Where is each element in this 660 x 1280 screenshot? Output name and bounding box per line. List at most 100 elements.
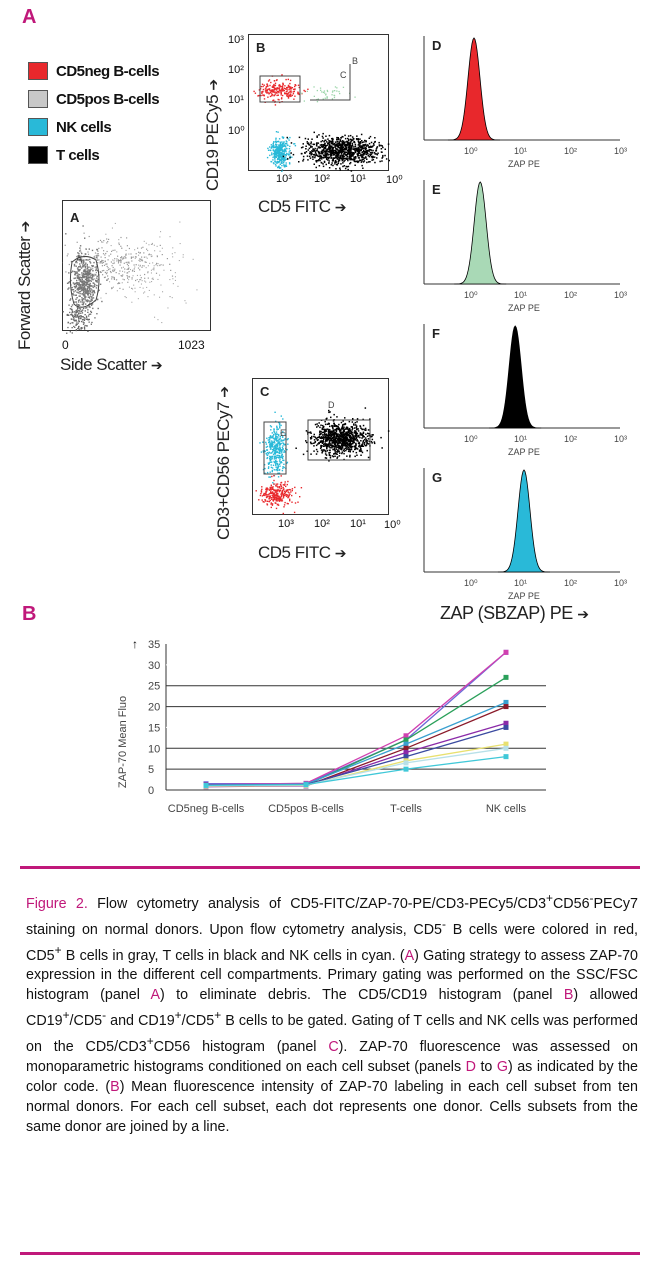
scatter-b-xlabel: CD5 FITC — [258, 197, 331, 216]
caption-text: ) Mean fluorescence intensity of ZAP-70 … — [26, 1078, 638, 1135]
chart-point — [403, 733, 409, 739]
scatter-c-xtick: 10¹ — [350, 518, 366, 530]
histogram-g: 10⁰ 10¹ 10² 10³ ZAP PE G — [423, 468, 627, 601]
legend-swatch-gray — [28, 90, 48, 108]
scatter-a-ylabel: Forward Scatter — [15, 236, 34, 350]
chart-point — [503, 699, 509, 705]
scatter-b-gate-b: B — [352, 56, 358, 66]
chart-x-tick: NK cells — [486, 803, 527, 815]
scatter-a-points — [62, 221, 198, 334]
legend-label: CD5neg B-cells — [56, 62, 160, 80]
legend-label: NK cells — [56, 118, 112, 136]
caption-sup: + — [62, 1008, 70, 1023]
caption-ref: B — [110, 1078, 120, 1095]
chart-y-arrow: ↑ — [132, 637, 138, 651]
histogram-xtick: 10² — [564, 290, 577, 300]
histogram-xtick: 10² — [564, 146, 577, 156]
panel-b-label: B — [22, 603, 37, 625]
histogram-xtick: 10¹ — [514, 434, 527, 444]
caption-text: /CD5 — [69, 1013, 103, 1030]
caption-sup: + — [54, 942, 62, 957]
caption-bottom-rule — [20, 1252, 640, 1255]
chart-point — [403, 745, 409, 751]
chart-series-line — [205, 743, 507, 787]
chart-point — [303, 782, 309, 788]
scatter-b-plot: B B C — [248, 34, 390, 172]
caption-text: to — [475, 1058, 497, 1075]
chart-y-tick: 10 — [148, 743, 160, 755]
chart-y-tick: 30 — [148, 660, 160, 672]
chart-point — [403, 737, 409, 743]
histogram-xtick: 10¹ — [514, 578, 527, 588]
scatter-c-plot: C E D — [252, 378, 390, 515]
scatter-b-ytick: 10⁰ — [228, 125, 245, 137]
chart-x-tick: CD5neg B-cells — [168, 803, 245, 815]
histogram-xtick: 10³ — [614, 290, 627, 300]
chart-y-tick: 0 — [148, 785, 154, 797]
caption-text: ) to eliminate debris. The CD5/CD19 hist… — [160, 987, 564, 1004]
scatter-b-letter: B — [256, 40, 265, 55]
histogram-xtick: 10³ — [614, 146, 627, 156]
histogram-e: 10⁰ 10¹ 10² 10³ ZAP PE E — [423, 180, 627, 313]
caption-ref: C — [328, 1038, 339, 1055]
histogram-f: 10⁰ 10¹ 10² 10³ ZAP PE F — [423, 324, 627, 457]
caption-top-rule — [20, 866, 640, 869]
chart-ylabel: ZAP-70 Mean Fluo — [117, 696, 129, 788]
scatter-b-xtick: 10⁰ — [386, 174, 403, 186]
histogram-xtick: 10¹ — [514, 146, 527, 156]
caption-text: B cells were colored in red, CD5 — [26, 921, 638, 964]
histogram-xlabel: ZAP PE — [508, 591, 540, 601]
caption-text: CD56 — [552, 895, 590, 912]
scatter-a-ylabel-wrap: Forward Scatter ➔ — [15, 221, 34, 350]
histogram-xtick: 10⁰ — [464, 434, 478, 444]
caption-ref: G — [496, 1058, 508, 1075]
caption-sup: + — [146, 1034, 154, 1049]
histogram-xtick: 10² — [564, 434, 577, 444]
caption-text: PECy7 staining on normal donors. Upon fl… — [26, 895, 639, 938]
scatter-b-ylabel-wrap: CD19 PECy5 ➔ — [203, 79, 222, 191]
legend-swatch-red — [28, 62, 48, 80]
chart-point — [203, 782, 209, 788]
histogram-xtick: 10³ — [614, 434, 627, 444]
scatter-a-xtick: 1023 — [178, 338, 205, 352]
legend-swatch-black — [28, 146, 48, 164]
caption-sup: - — [102, 1008, 107, 1023]
scatter-b-ytick: 10¹ — [228, 94, 244, 106]
chart-x-tick: T-cells — [390, 803, 422, 815]
scatter-c-points — [255, 407, 390, 515]
chart-y-tick: 35 — [148, 639, 160, 651]
histogram-f-curve — [489, 325, 542, 429]
legend-label: T cells — [56, 146, 100, 164]
histogram-letter: E — [432, 182, 441, 197]
scatter-b-ytick: 10² — [228, 64, 244, 76]
scatter-c-letter: C — [260, 384, 270, 399]
scatter-b-xlabel-wrap: CD5 FITC ➔ — [258, 197, 346, 216]
histogram-d: 10⁰ 10¹ 10² 10³ ZAP PE D — [423, 36, 627, 169]
chart-y-tick: 5 — [148, 764, 154, 776]
caption-sup: + — [174, 1008, 182, 1023]
scatter-c-ylabel-wrap: CD3+CD56 PECy7 ➔ — [214, 386, 233, 541]
chart-point — [503, 745, 509, 751]
chart-point — [403, 760, 409, 766]
caption-sup: + — [546, 891, 553, 905]
histogram-xlabel: ZAP PE — [508, 159, 540, 169]
histogram-e-curve — [454, 181, 507, 285]
legend-item: T cells — [28, 144, 100, 166]
caption-ref: B — [563, 987, 574, 1004]
histogram-letter: F — [432, 326, 440, 341]
legend-item: CD5neg B-cells — [28, 60, 160, 82]
figure-caption: Figure 2. Flow cytometry analysis of CD5… — [26, 888, 638, 1137]
chart-y-tick: 20 — [148, 702, 160, 714]
scatter-c-xtick: 10⁰ — [384, 519, 401, 531]
scatter-c-ylabel: CD3+CD56 PECy7 — [214, 401, 233, 540]
scatter-c-xtick: 10² — [314, 518, 330, 530]
caption-text: B cells in gray, T cells in black and NK… — [61, 947, 405, 964]
scatter-a-plot: A A — [62, 200, 211, 334]
scatter-c-gate-e: E — [280, 428, 286, 438]
scatter-b-xtick: 10¹ — [350, 173, 366, 185]
scatter-b-points — [253, 74, 390, 172]
scatter-b-xtick: 10² — [314, 173, 330, 185]
chart-point — [503, 741, 509, 747]
caption-text: CD56 histogram (panel — [153, 1038, 329, 1055]
chart-series — [203, 649, 509, 790]
